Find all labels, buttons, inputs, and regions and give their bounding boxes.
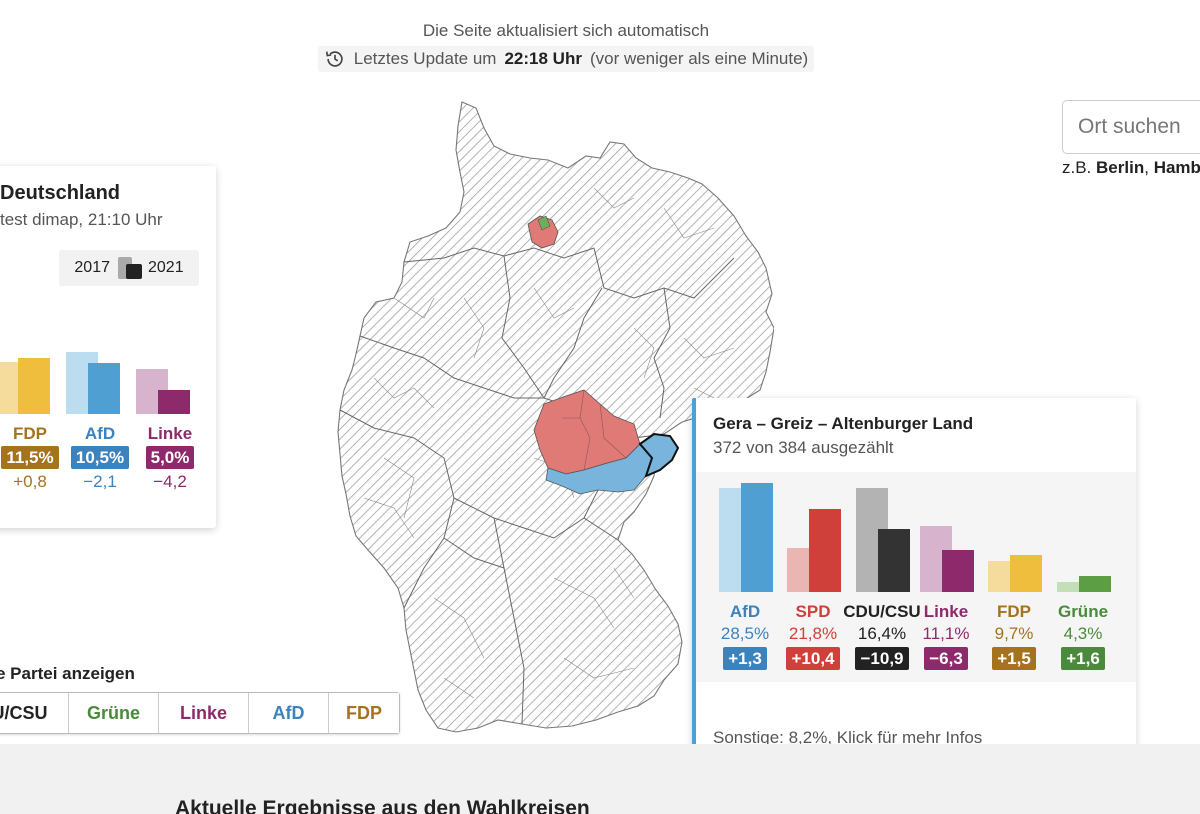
bar-current-fdp: [1010, 554, 1042, 592]
party-percent: 5,0%: [145, 446, 195, 469]
last-update-time: 22:18 Uhr: [504, 49, 582, 68]
bar-current-spd: [809, 508, 841, 592]
party-diff: +10,4: [786, 647, 840, 670]
update-header: Die Seite aktualisiert sich automatisch …: [0, 18, 1132, 75]
national-party-afd: AfD 10,5% −2,1: [68, 424, 132, 492]
party-button-afd[interactable]: AfD: [249, 693, 329, 733]
party-diff: +0,8: [13, 472, 47, 491]
section-title: Aktuelle Ergebnisse aus den Wahlkreisen: [175, 797, 590, 814]
search-hint: z.B. Berlin, Hamb: [1062, 158, 1200, 178]
party-name: SPD: [795, 602, 831, 621]
bar-current-grüne: [1079, 575, 1111, 592]
year-legend: 2017 2021: [59, 250, 199, 286]
party-button-ucsu[interactable]: U/CSU: [0, 693, 69, 733]
party-button-grüne[interactable]: Grüne: [69, 693, 159, 733]
bar-current-linke: [942, 549, 974, 592]
party-diff: +1,3: [723, 647, 767, 670]
hamburg-region[interactable]: [527, 215, 559, 249]
party-button-linke[interactable]: Linke: [159, 693, 249, 733]
party-name: AfD: [84, 424, 116, 443]
legend-year-2021: 2021: [148, 259, 184, 276]
party-name: Linke: [147, 424, 193, 443]
legend-swatch-icon: [116, 257, 142, 279]
constituency-bar-chart: AfD 28,5% +1,3 SPD 21,8% +10,4 CDU/CSU 16,4% −10…: [696, 472, 1136, 682]
history-clock-icon: [325, 51, 343, 67]
auto-update-text: Die Seite aktualisiert sich automatisch: [422, 21, 710, 40]
national-bar-chart: [0, 344, 216, 414]
national-card-subtitle: test dimap, 21:10 Uhr: [0, 210, 163, 229]
search-input[interactable]: [1063, 101, 1200, 153]
national-card-title: Deutschland: [0, 182, 121, 204]
party-diff: −10,9: [855, 647, 909, 670]
constituency-party-linke: Linke 11,1% −6,3: [906, 602, 986, 670]
last-update-line: Letztes Update um 22:18 Uhr (vor weniger…: [317, 46, 815, 72]
party-percent: 11,5%: [1, 446, 59, 469]
constituency-party-spd: SPD 21,8% +10,4: [773, 602, 853, 670]
germany-constituency-map[interactable]: [334, 98, 774, 738]
bar-2021-linke: [158, 389, 190, 414]
bar-current-cdu/csu: [878, 529, 910, 592]
party-selector-label: e Partei anzeigen: [0, 664, 135, 683]
bar-current-afd: [741, 483, 773, 592]
constituency-title: Gera – Greiz – Altenburger Land: [713, 414, 974, 433]
search-hint-prefix: z.B.: [1062, 158, 1092, 177]
party-name: Linke: [923, 602, 969, 621]
bottom-section-background: [0, 744, 1200, 814]
party-percent: 11,1%: [922, 624, 970, 643]
party-name: Grüne: [1057, 602, 1109, 621]
party-diff: −6,3: [924, 647, 968, 670]
party-percent: 21,8%: [788, 624, 838, 643]
constituency-counted: 372 von 384 ausgezählt: [713, 438, 894, 457]
search-example-hamburg[interactable]: Hamb: [1153, 158, 1200, 177]
bar-previous-grüne: [1057, 581, 1089, 592]
party-diff: −4,2: [153, 472, 187, 491]
constituency-party-afd: AfD 28,5% +1,3: [705, 602, 785, 670]
region-inner-borders: [562, 389, 627, 471]
national-results-card[interactable]: Deutschland test dimap, 21:10 Uhr 2017 2…: [0, 166, 216, 528]
party-percent: 10,5%: [70, 446, 130, 469]
party-name: CDU/CSU: [843, 602, 921, 621]
constituency-party-fdp: FDP 9,7% +1,5: [974, 602, 1054, 670]
constituency-results-card[interactable]: Gera – Greiz – Altenburger Land 372 von …: [692, 398, 1136, 770]
party-percent: 4,3%: [1063, 624, 1103, 643]
others-info-link[interactable]: Sonstige: 8,2%, Klick für mehr Infos: [713, 728, 983, 747]
search-example-berlin[interactable]: Berlin: [1096, 158, 1145, 177]
last-update-suffix: (vor weniger als eine Minute): [589, 49, 809, 68]
party-percent: 28,5%: [720, 624, 770, 643]
party-name: FDP: [13, 424, 47, 443]
party-percent: 16,4%: [857, 624, 907, 643]
party-diff: +1,5: [992, 647, 1036, 670]
constituency-party-grüne: Grüne 4,3% +1,6: [1043, 602, 1123, 670]
selected-constituency-gera[interactable]: [638, 432, 680, 478]
party-name: FDP: [997, 602, 1031, 621]
search-box[interactable]: [1062, 100, 1200, 154]
party-button-fdp[interactable]: FDP: [329, 693, 399, 733]
legend-year-2017: 2017: [74, 259, 110, 276]
party-diff: −2,1: [83, 472, 117, 491]
national-party-linke: Linke 5,0% −4,2: [138, 424, 202, 492]
constituency-party-cdu-csu: CDU/CSU 16,4% −10,9: [842, 602, 922, 670]
last-update-prefix: Letztes Update um: [353, 49, 497, 68]
party-diff: +1,6: [1061, 647, 1105, 670]
party-percent: 9,7%: [994, 624, 1034, 643]
hamburg-green-district[interactable]: [537, 215, 551, 231]
party-name: AfD: [729, 602, 761, 621]
search-hint-separator: ,: [1144, 158, 1149, 177]
bar-2021-afd: [88, 362, 120, 414]
national-party-fdp: FDP 11,5% +0,8: [0, 424, 62, 492]
district-borders: [363, 187, 735, 699]
bar-2021-fdp: [18, 357, 50, 414]
